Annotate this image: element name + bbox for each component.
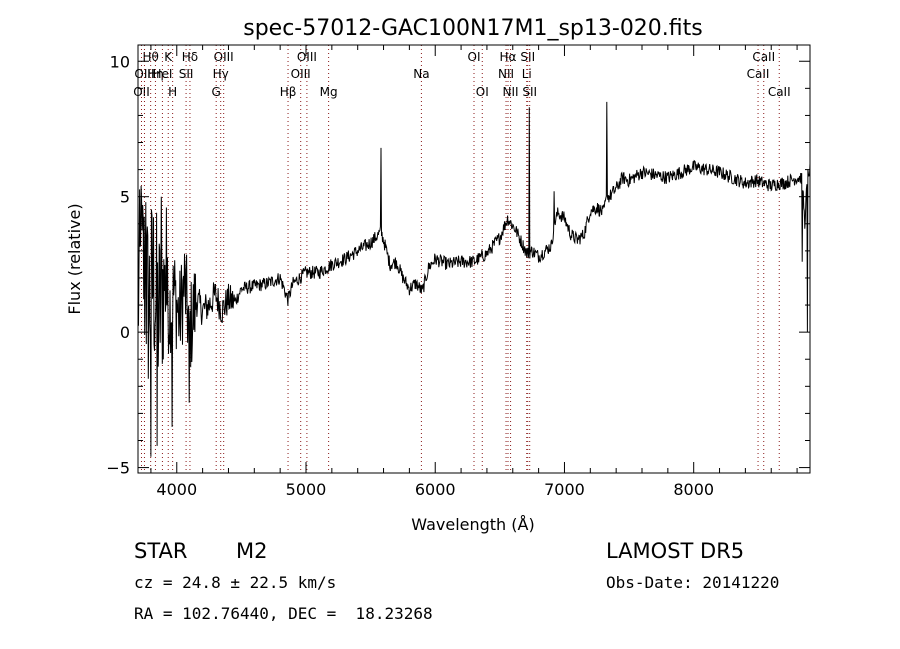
x-tick-label: 7000 <box>544 480 585 499</box>
y-tick-label: 0 <box>120 323 130 342</box>
y-tick-label: 10 <box>110 52 130 71</box>
x-tick-label: 6000 <box>415 480 456 499</box>
line-marker-label: CaII <box>747 67 770 81</box>
line-marker-label: Hη <box>147 67 164 81</box>
line-marker-label: Hβ <box>280 85 297 99</box>
line-marker-label: CaII <box>752 50 775 64</box>
obs-date: Obs-Date: 20141220 <box>606 573 780 592</box>
line-marker-label: OIII <box>214 50 234 64</box>
object-subclass: M2 <box>236 539 268 563</box>
line-marker-label: Li <box>522 67 532 81</box>
spectrum-line <box>137 101 811 457</box>
x-tick-label: 8000 <box>673 480 714 499</box>
y-axis: −5 0 5 10 <box>106 52 810 478</box>
line-marker-label: OIII <box>297 50 317 64</box>
y-axis-label: Flux (relative) <box>65 203 84 314</box>
line-marker-label: OI <box>468 50 481 64</box>
line-marker-label: Hθ <box>142 50 158 64</box>
spectrum-series <box>137 101 811 457</box>
line-marker-label: OII <box>133 85 150 99</box>
line-marker-label: NII <box>498 67 514 81</box>
line-marker-label: Na <box>413 67 429 81</box>
redshift-readout: cz = 24.8 ± 22.5 km/s <box>134 573 337 592</box>
x-tick-label: 5000 <box>286 480 327 499</box>
coordinates: RA = 102.76440, DEC = 18.23268 <box>134 604 433 623</box>
x-axis: 4000 5000 6000 7000 8000 <box>150 45 798 499</box>
line-marker-label: H <box>168 85 177 99</box>
line-marker-label: G <box>212 85 221 99</box>
line-marker-label: Hγ <box>213 67 229 81</box>
line-marker-label: K <box>164 50 173 64</box>
line-marker-label: NII <box>503 85 519 99</box>
line-marker-label: Hδ <box>182 50 198 64</box>
line-marker-label: OIII <box>134 67 154 81</box>
y-tick-label: 5 <box>120 188 130 207</box>
survey-name: LAMOST DR5 <box>606 539 745 563</box>
line-marker-label: SII <box>522 85 537 99</box>
line-marker-label: SII <box>179 67 194 81</box>
line-marker-label: Hα <box>500 50 517 64</box>
line-marker-label: Mg <box>320 85 338 99</box>
line-marker-label: OI <box>476 85 489 99</box>
chart-title: spec-57012-GAC100N17M1_sp13-020.fits <box>243 16 703 41</box>
object-class: STAR <box>134 539 188 563</box>
line-marker-label: SII <box>520 50 535 64</box>
x-tick-label: 4000 <box>156 480 197 499</box>
line-marker-label: OIII <box>291 67 311 81</box>
x-axis-label: Wavelength (Å) <box>411 515 534 534</box>
line-marker-label: CaII <box>768 85 791 99</box>
y-tick-label: −5 <box>106 459 130 478</box>
plot-frame <box>137 44 811 474</box>
line-marker-label: HeI <box>152 67 172 81</box>
